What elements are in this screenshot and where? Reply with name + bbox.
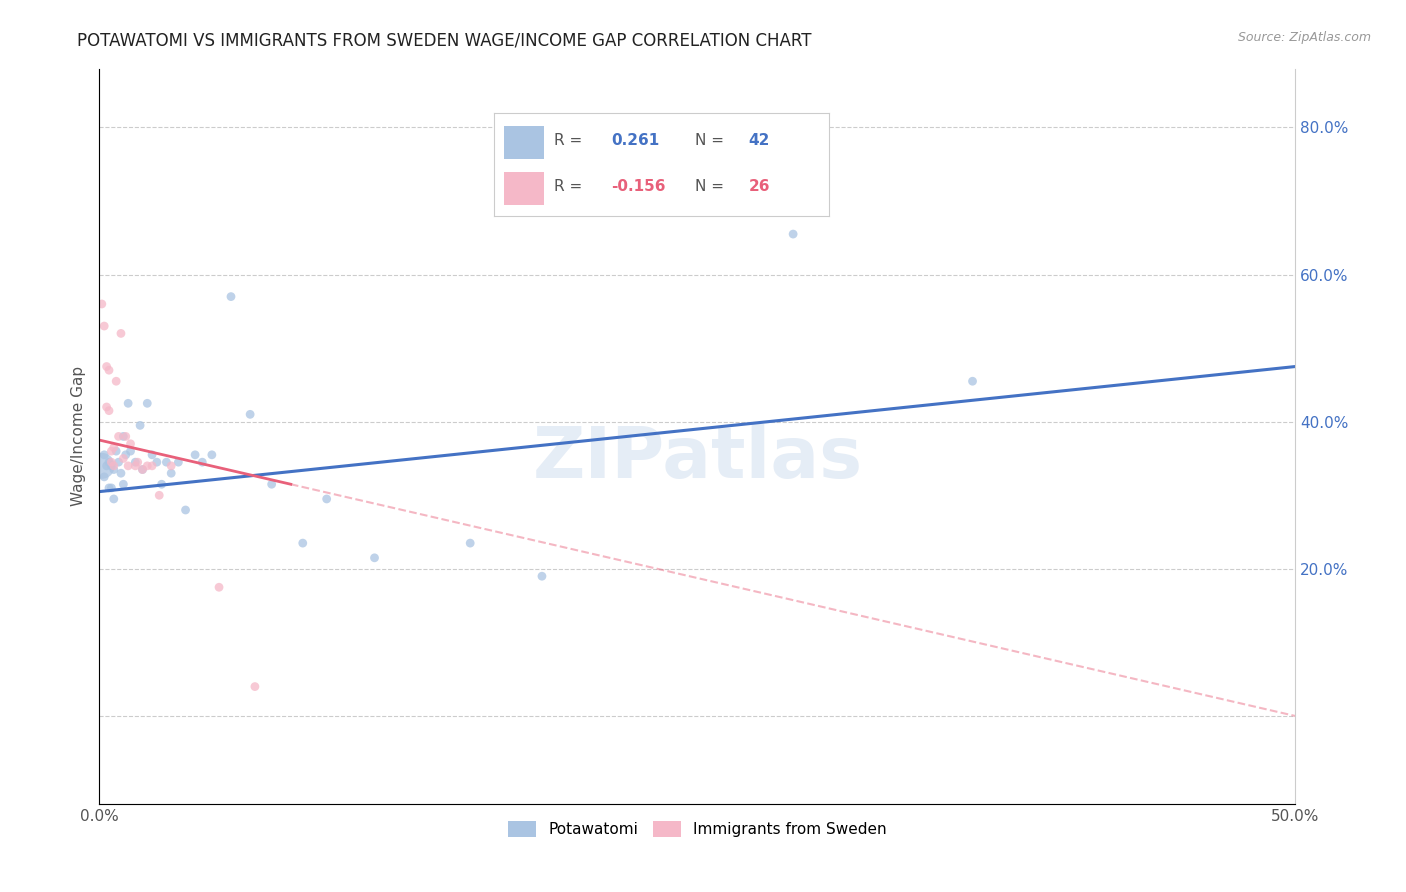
Point	[127, 455, 149, 469]
Point	[93, 470, 115, 484]
Point	[148, 488, 170, 502]
Point	[124, 458, 146, 473]
Point	[129, 418, 152, 433]
Point	[100, 455, 122, 469]
Point	[107, 455, 129, 469]
Point	[141, 458, 163, 473]
Legend: Potawatomi, Immigrants from Sweden: Potawatomi, Immigrants from Sweden	[501, 814, 894, 845]
Point	[114, 429, 136, 443]
Point	[107, 429, 129, 443]
Point	[184, 448, 207, 462]
Point	[112, 429, 135, 443]
Point	[103, 458, 125, 473]
Point	[110, 467, 132, 481]
Point	[105, 444, 128, 458]
Point	[93, 448, 115, 462]
Point	[103, 491, 125, 506]
Point	[131, 462, 153, 476]
Point	[243, 680, 266, 694]
Point	[117, 396, 139, 410]
Point	[96, 400, 118, 414]
Point	[239, 408, 262, 422]
Text: ZIPatlas: ZIPatlas	[533, 424, 862, 493]
Point	[96, 359, 118, 374]
Point	[458, 536, 481, 550]
Point	[98, 455, 121, 469]
Point	[219, 290, 242, 304]
Point	[131, 462, 153, 476]
Point	[90, 297, 112, 311]
Point	[201, 448, 224, 462]
Point	[315, 491, 337, 506]
Text: Source: ZipAtlas.com: Source: ZipAtlas.com	[1237, 31, 1371, 45]
Point	[160, 467, 183, 481]
Point	[291, 536, 314, 550]
Point	[260, 477, 283, 491]
Text: POTAWATOMI VS IMMIGRANTS FROM SWEDEN WAGE/INCOME GAP CORRELATION CHART: POTAWATOMI VS IMMIGRANTS FROM SWEDEN WAG…	[77, 31, 811, 49]
Point	[114, 448, 136, 462]
Point	[146, 455, 169, 469]
Point	[120, 444, 142, 458]
Point	[105, 374, 128, 388]
Point	[98, 403, 121, 417]
Point	[112, 451, 135, 466]
Point	[100, 458, 122, 473]
Point	[167, 455, 190, 469]
Point	[117, 458, 139, 473]
Point	[160, 458, 183, 473]
Point	[530, 569, 553, 583]
Y-axis label: Wage/Income Gap: Wage/Income Gap	[72, 367, 86, 507]
Point	[110, 326, 132, 341]
Point	[155, 455, 177, 469]
Point	[150, 477, 173, 491]
Point	[96, 458, 118, 473]
Point	[93, 319, 115, 334]
Point	[98, 481, 121, 495]
Point	[136, 458, 159, 473]
Point	[136, 396, 159, 410]
Point	[103, 462, 125, 476]
Point	[90, 458, 112, 473]
Point	[103, 441, 125, 455]
Point	[124, 455, 146, 469]
Point	[962, 374, 984, 388]
Point	[174, 503, 197, 517]
Point	[112, 477, 135, 491]
Point	[208, 580, 231, 594]
Point	[100, 444, 122, 458]
Point	[363, 550, 385, 565]
Point	[120, 437, 142, 451]
Point	[100, 481, 122, 495]
Point	[782, 227, 804, 241]
Point	[141, 448, 163, 462]
Point	[191, 455, 214, 469]
Point	[98, 363, 121, 377]
